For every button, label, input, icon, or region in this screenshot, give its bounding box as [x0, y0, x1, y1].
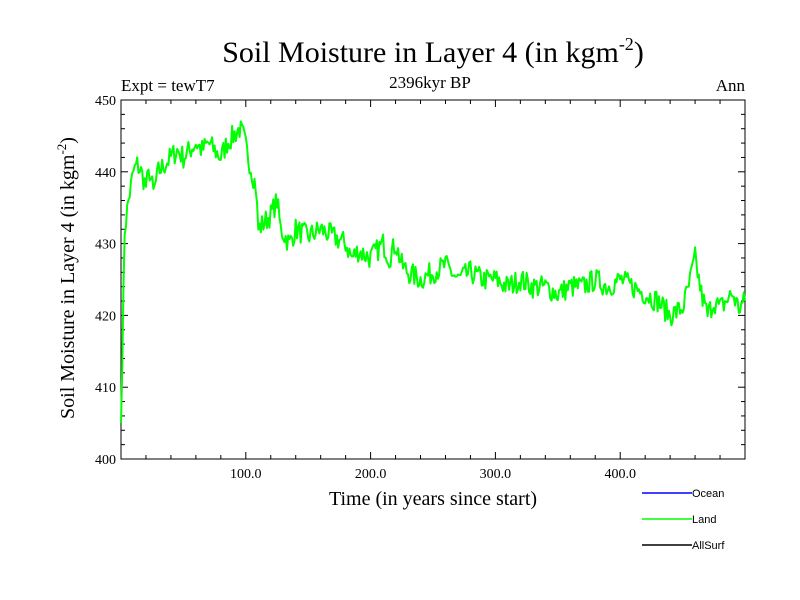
period-label: 2396kyr BP	[389, 73, 471, 92]
x-tick-label: 300.0	[480, 467, 512, 482]
x-axis-label: Time (in years since start)	[329, 488, 537, 510]
x-tick-label: 100.0	[230, 467, 262, 482]
y-tick-label: 420	[95, 309, 116, 324]
y-tick-label: 450	[95, 94, 116, 109]
y-axis-label-close: )	[57, 137, 79, 144]
chart-title-close: )	[634, 36, 644, 69]
legend: Ocean Land AllSurf	[642, 488, 725, 552]
y-tick-label: 430	[95, 238, 116, 253]
legend-ocean-label: Ocean	[692, 488, 724, 500]
series-lines	[120, 120, 746, 424]
y-tick-label: 440	[95, 166, 116, 181]
legend-allsurf-label: AllSurf	[692, 540, 725, 552]
experiment-label: Expt = tewT7	[121, 76, 215, 95]
y-axis-label-superscript: -2	[54, 144, 69, 155]
x-tick-label: 400.0	[604, 467, 636, 482]
plot-frame	[120, 99, 746, 460]
y-tick-label: 400	[95, 453, 116, 468]
axis-ticks: 400 410 420 430 440 450 100.0 200.0 300.0 400.0	[95, 94, 745, 482]
chart-title-superscript: -2	[619, 34, 634, 54]
season-label: Ann	[716, 76, 746, 95]
x-tick-label: 200.0	[355, 467, 387, 482]
chart-title: Soil Moisture in Layer 4 (in kgm-2)	[222, 34, 644, 69]
y-axis-label: Soil Moisture in Layer 4 (in kgm-2)	[54, 137, 79, 419]
series-line-land	[120, 120, 746, 424]
legend-land-label: Land	[692, 514, 716, 526]
y-tick-label: 410	[95, 381, 116, 396]
